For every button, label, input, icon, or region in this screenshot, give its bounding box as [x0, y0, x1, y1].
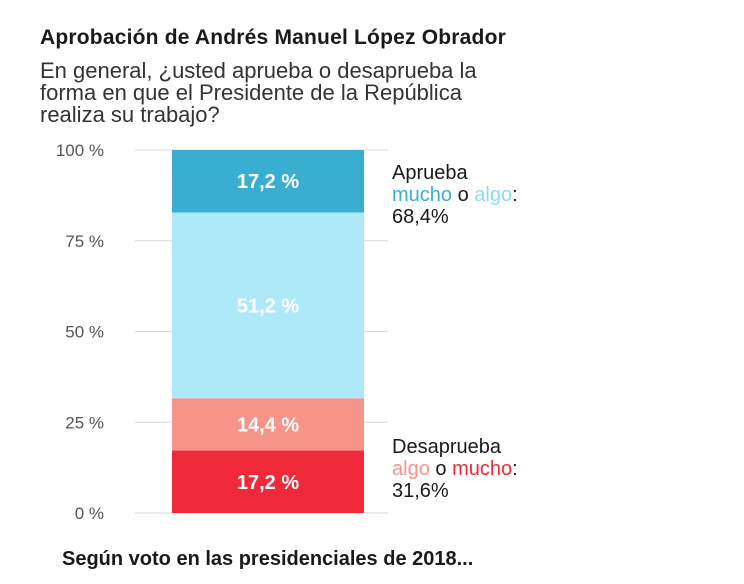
stacked-bar [172, 150, 364, 513]
y-axis-tick-labels: 0 % 25 % 50 % 75 % 100 % [56, 141, 104, 523]
approve-total: 68,4% [392, 206, 449, 228]
y-tick-label: 75 % [65, 232, 104, 251]
bar-segment [172, 450, 364, 513]
subtitle-line: forma en que el Presidente de la Repúbli… [40, 80, 462, 105]
segment-value-label: 14,4 % [237, 414, 299, 436]
approve-annotation: Aprueba mucho o algo: 68,4% [392, 162, 518, 228]
subtitle-line: En general, ¿usted aprueba o desaprueba … [40, 58, 477, 83]
approve-algo-word: algo [474, 184, 513, 206]
chart-subtitle: En general, ¿usted aprueba o desaprueba … [40, 60, 660, 126]
approve-connector: o [457, 184, 469, 206]
segment-labels: 17,2 % 14,4 % 51,2 % 17,2 % [237, 171, 299, 494]
disapprove-mucho-word: mucho [452, 458, 513, 480]
bar-segment [172, 212, 364, 399]
y-tick-label: 25 % [65, 413, 104, 432]
approve-heading: Aprueba [392, 162, 468, 184]
approve-colon: : [512, 184, 518, 206]
disapprove-total: 31,6% [392, 480, 449, 502]
segment-value-label: 17,2 % [237, 472, 299, 494]
disapprove-connector: o [435, 458, 447, 480]
segment-value-label: 17,2 % [237, 171, 299, 193]
approve-mucho-word: mucho [392, 184, 453, 206]
y-tick-label: 100 % [56, 141, 104, 160]
approve-breakdown: mucho o algo: [392, 184, 518, 206]
disapprove-algo-word: algo [392, 458, 430, 480]
footer-heading: Según voto en las presidenciales de 2018… [62, 548, 474, 570]
disapprove-breakdown: algo o mucho: [392, 458, 518, 480]
subtitle-line: realiza su trabajo? [40, 102, 220, 127]
y-tick-label: 0 % [75, 504, 104, 523]
segment-value-label: 51,2 % [237, 295, 299, 317]
disapprove-heading: Desaprueba [392, 436, 501, 458]
disapprove-colon: : [512, 458, 518, 480]
bar-segment [172, 398, 364, 451]
bar-segment [172, 150, 364, 213]
chart-title: Aprobación de Andrés Manuel López Obrado… [40, 26, 506, 49]
disapprove-annotation: Desaprueba algo o mucho: 31,6% [392, 436, 518, 502]
y-tick-label: 50 % [65, 323, 104, 342]
